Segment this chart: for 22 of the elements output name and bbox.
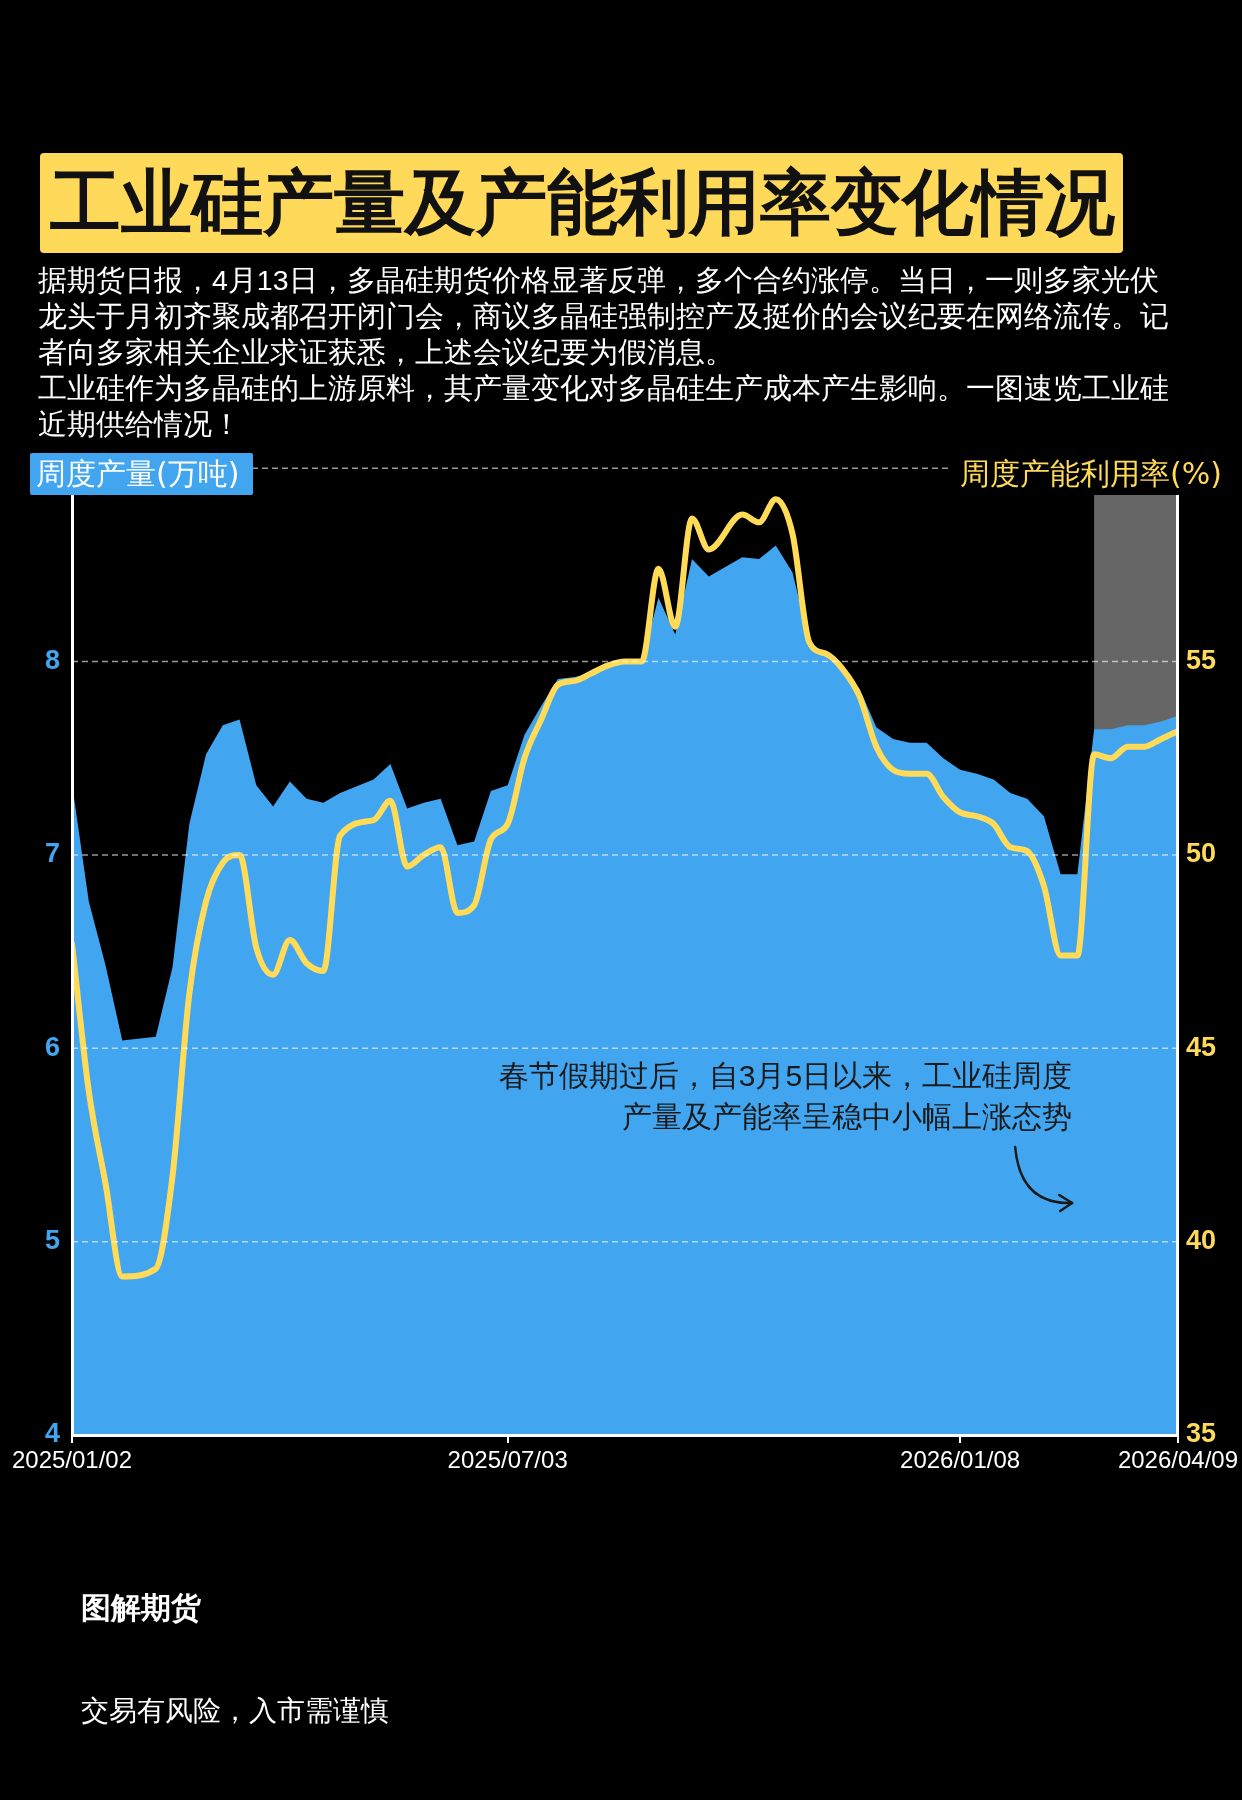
y2-axis-title: 周度产能利用率(%) (952, 453, 1222, 495)
text: 图解期货 (81, 1589, 201, 1627)
y2-tick-label: 40 (1185, 1225, 1216, 1256)
chart-title: 工业硅产量及产能利用率变化情况 (40, 153, 1123, 253)
chart-subtitle: 据期货日报，4月13日，多晶硅期货价格显著反弹，多个合约涨停。当日，一则多家光伏龙头于月初齐聚成都召开闭门会，商议多晶硅强制控产及挺价的会议纪要在网络流传。记者向多家相关企业求证获悉，上述会议纪要为假消息。 (38, 263, 1170, 370)
y-tick-label: 6 (44, 1031, 60, 1062)
y2-tick-label: 45 (1185, 1031, 1216, 1062)
y-tick-label: 7 (44, 838, 60, 869)
x-tick-label: 2025/07/03 (447, 1446, 568, 1474)
annotation: 春节假期过后，自3月5日以来，工业硅周度产量及产能率呈稳中小幅上涨态势 (498, 1059, 1073, 1134)
y2-tick-label: 35 (1185, 1418, 1216, 1449)
y-axis-title: 周度产量(万吨) (30, 453, 254, 495)
y-tick-label: 5 (44, 1225, 60, 1256)
y-tick-label: 4 (44, 1418, 60, 1449)
x-tick-label: 2026/01/08 (900, 1446, 1021, 1474)
y2-tick-label: 55 (1185, 645, 1216, 676)
y2-tick-label: 50 (1185, 838, 1216, 869)
x-tick-label: 2025/01/02 (11, 1446, 133, 1474)
text: 工业硅作为多晶硅的上游原料，其产量变化对多晶硅生产成本产生影响。一图速览工业硅近期供给情况！ (38, 371, 1170, 442)
x-tick-label: 2026/04/09 (1117, 1446, 1238, 1474)
text: 交易有风险，入市需谨慎 (81, 1693, 389, 1729)
y-tick-label: 8 (44, 645, 60, 676)
